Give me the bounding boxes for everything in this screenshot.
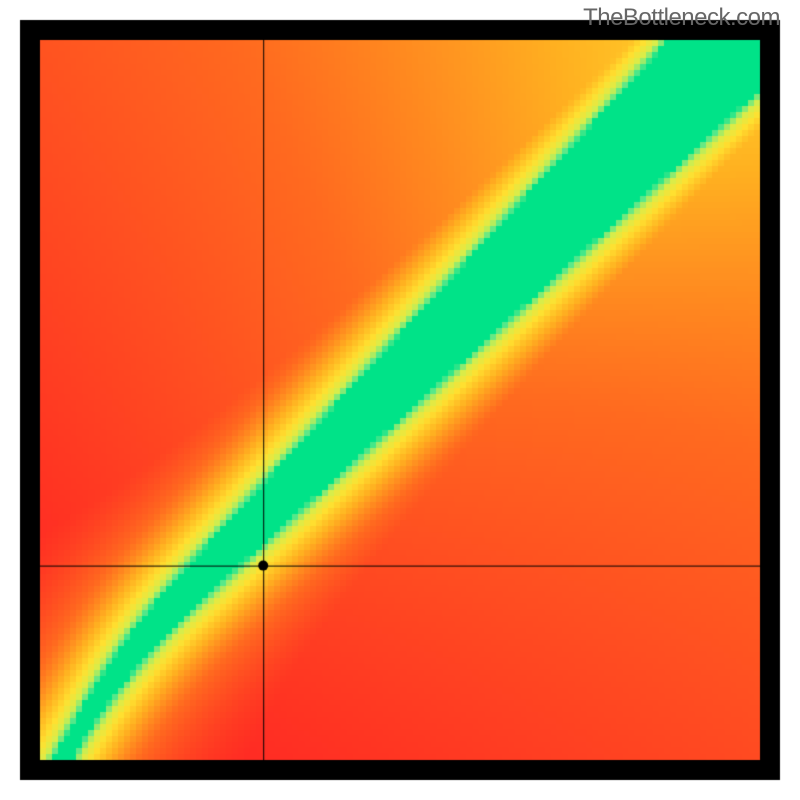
chart-container: TheBottleneck.com	[0, 0, 800, 800]
watermark-text: TheBottleneck.com	[583, 4, 780, 32]
bottleneck-heatmap	[0, 0, 800, 800]
